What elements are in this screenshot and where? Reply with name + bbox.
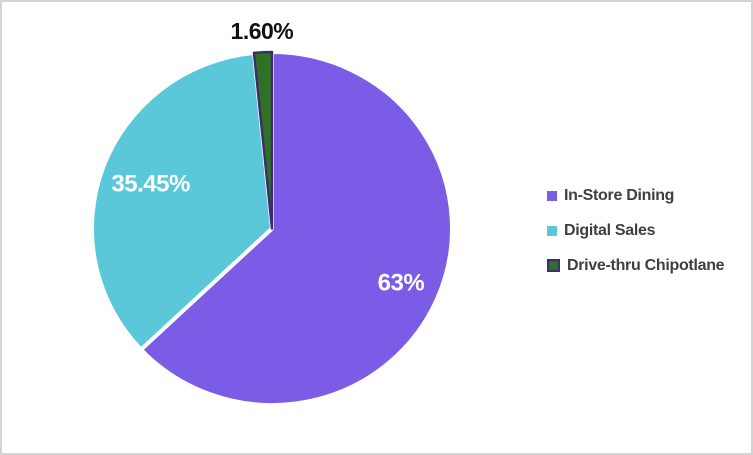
- slice-label-drive-thru-chipotlane: 1.60%: [231, 18, 294, 44]
- legend-label: Digital Sales: [564, 221, 656, 239]
- legend-item-in-store-dining[interactable]: In-Store Dining: [547, 178, 724, 213]
- legend-label: In-Store Dining: [564, 186, 675, 204]
- pie-slice-digital-sales[interactable]: [90, 50, 274, 352]
- slice-label-in-store-dining: 63%: [378, 270, 425, 297]
- slice-label-digital-sales: 35.45%: [111, 171, 190, 198]
- legend-label: Drive-thru Chipotlane: [567, 256, 725, 274]
- legend-item-drive-thru-chipotlane[interactable]: Drive-thru Chipotlane: [547, 248, 725, 283]
- pie-slice-drive-thru-chipotlane[interactable]: [252, 50, 274, 230]
- legend-swatch-in-store-dining: [547, 190, 557, 201]
- legend-swatch-digital-sales: [547, 225, 557, 236]
- legend-item-digital-sales[interactable]: Digital Sales: [547, 213, 724, 248]
- pie-slice-in-store-dining[interactable]: [139, 50, 454, 407]
- legend-swatch-drive-thru-chipotlane: [547, 259, 560, 272]
- legend: In-Store Dining Digital Sales Drive-thru C…: [547, 178, 725, 283]
